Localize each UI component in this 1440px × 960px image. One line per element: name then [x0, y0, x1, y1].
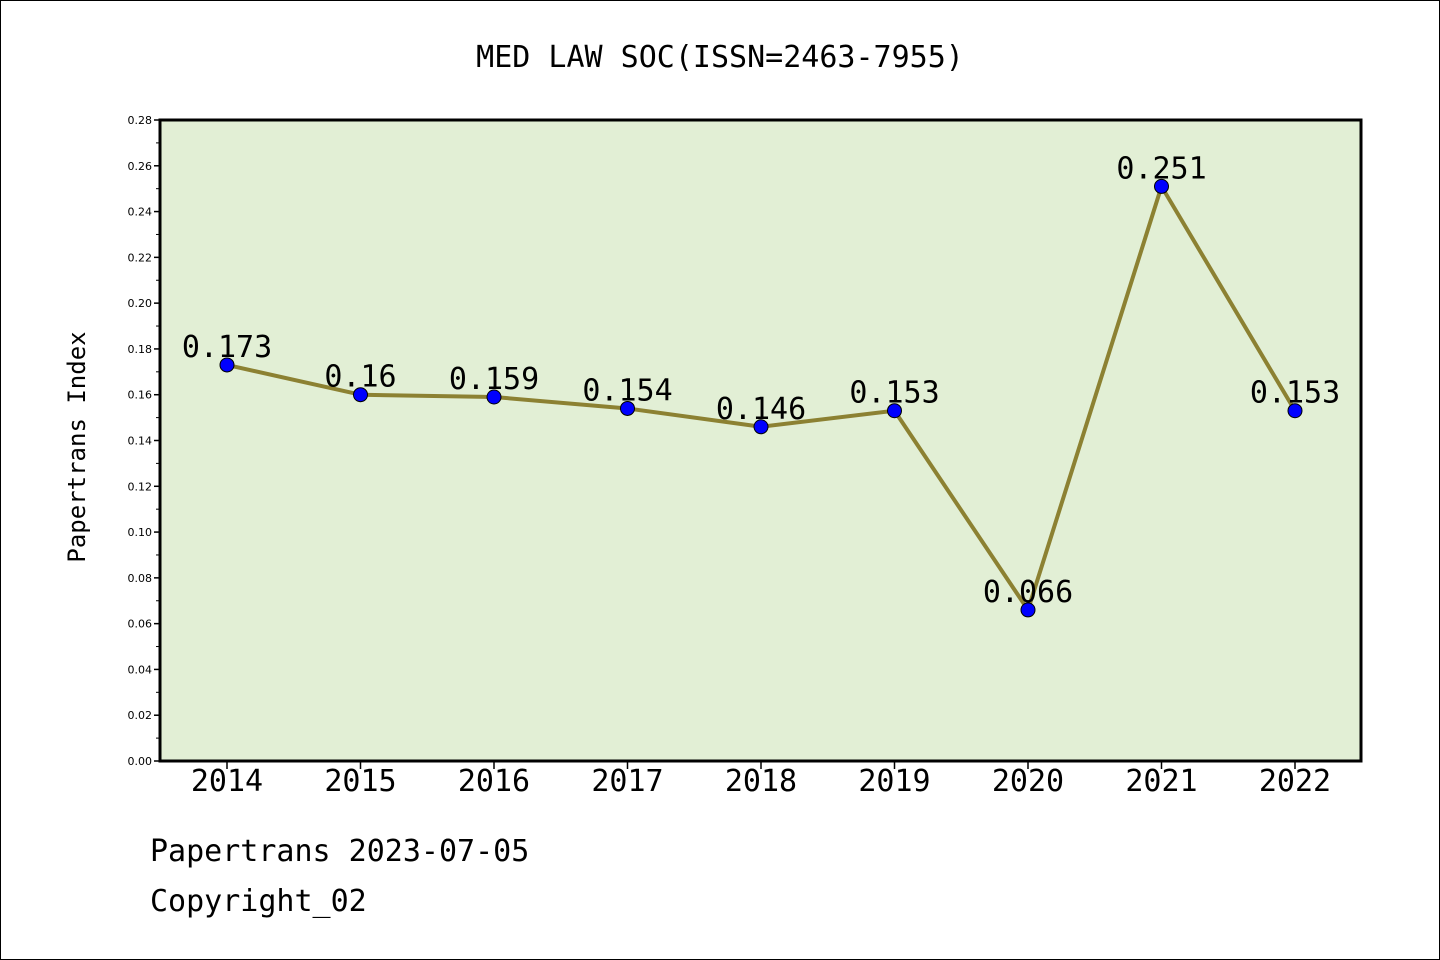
y-tick-label: 0.10 — [128, 526, 153, 539]
y-tick-label: 0.04 — [128, 663, 153, 676]
y-tick-label: 0.20 — [128, 297, 153, 310]
y-tick-label: 0.28 — [128, 114, 153, 127]
y-axis-label: Papertrans Index — [63, 331, 91, 562]
y-tick-label: 0.16 — [128, 389, 153, 402]
data-label: 0.16 — [324, 360, 396, 395]
y-tick-label: 0.02 — [128, 709, 153, 722]
data-label: 0.153 — [1250, 376, 1340, 411]
y-tick-label: 0.24 — [128, 206, 153, 219]
footer-date: Papertrans 2023-07-05 — [150, 834, 530, 869]
chart-title: MED LAW SOC(ISSN=2463-7955) — [476, 40, 964, 75]
data-label: 0.159 — [449, 362, 539, 397]
y-tick-label: 0.22 — [128, 251, 153, 264]
x-tick-label: 2014 — [191, 764, 263, 799]
y-tick-label: 0.14 — [128, 435, 153, 448]
data-label: 0.146 — [716, 392, 806, 427]
plot-area — [158, 118, 1363, 763]
data-point — [620, 400, 635, 416]
y-tick-label: 0.12 — [128, 480, 153, 493]
data-point — [1020, 602, 1036, 618]
x-tick-label: 2015 — [324, 764, 396, 799]
series-layer: 0.173 0.16 0.159 0.154 0.146 0.153 0.066 0.251 0… — [182, 151, 1340, 618]
y-axis-ticks: 0.00 0.02 0.04 0.06 0.08 0.10 0.12 0.14 0.16 0.18… — [128, 114, 160, 768]
data-point — [887, 403, 902, 419]
x-tick-label: 2017 — [591, 764, 663, 799]
footer-copyright: Copyright_02 — [150, 884, 367, 919]
y-tick-label: 0.00 — [128, 755, 153, 768]
data-label: 0.066 — [983, 575, 1073, 610]
data-label: 0.251 — [1116, 151, 1206, 186]
x-tick-label: 2020 — [992, 764, 1064, 799]
data-point — [486, 389, 502, 405]
data-point — [753, 419, 769, 435]
data-point — [353, 387, 368, 403]
x-tick-label: 2022 — [1259, 764, 1331, 799]
y-tick-label: 0.26 — [128, 160, 153, 173]
y-tick-label: 0.06 — [128, 618, 153, 631]
data-point — [1287, 403, 1303, 419]
data-label: 0.173 — [182, 330, 272, 365]
data-point — [219, 357, 235, 373]
data-label: 0.154 — [582, 373, 672, 408]
y-tick-label: 0.08 — [128, 572, 153, 585]
x-axis-ticks: 2014 2015 2016 2017 2018 2019 2020 2021 2022 — [191, 761, 1331, 799]
y-tick-label: 0.18 — [128, 343, 153, 356]
x-tick-label: 2018 — [725, 764, 797, 799]
data-label: 0.153 — [849, 376, 939, 411]
x-tick-label: 2019 — [858, 764, 930, 799]
data-point — [1154, 178, 1169, 194]
x-tick-label: 2016 — [458, 764, 530, 799]
x-tick-label: 2021 — [1125, 764, 1197, 799]
